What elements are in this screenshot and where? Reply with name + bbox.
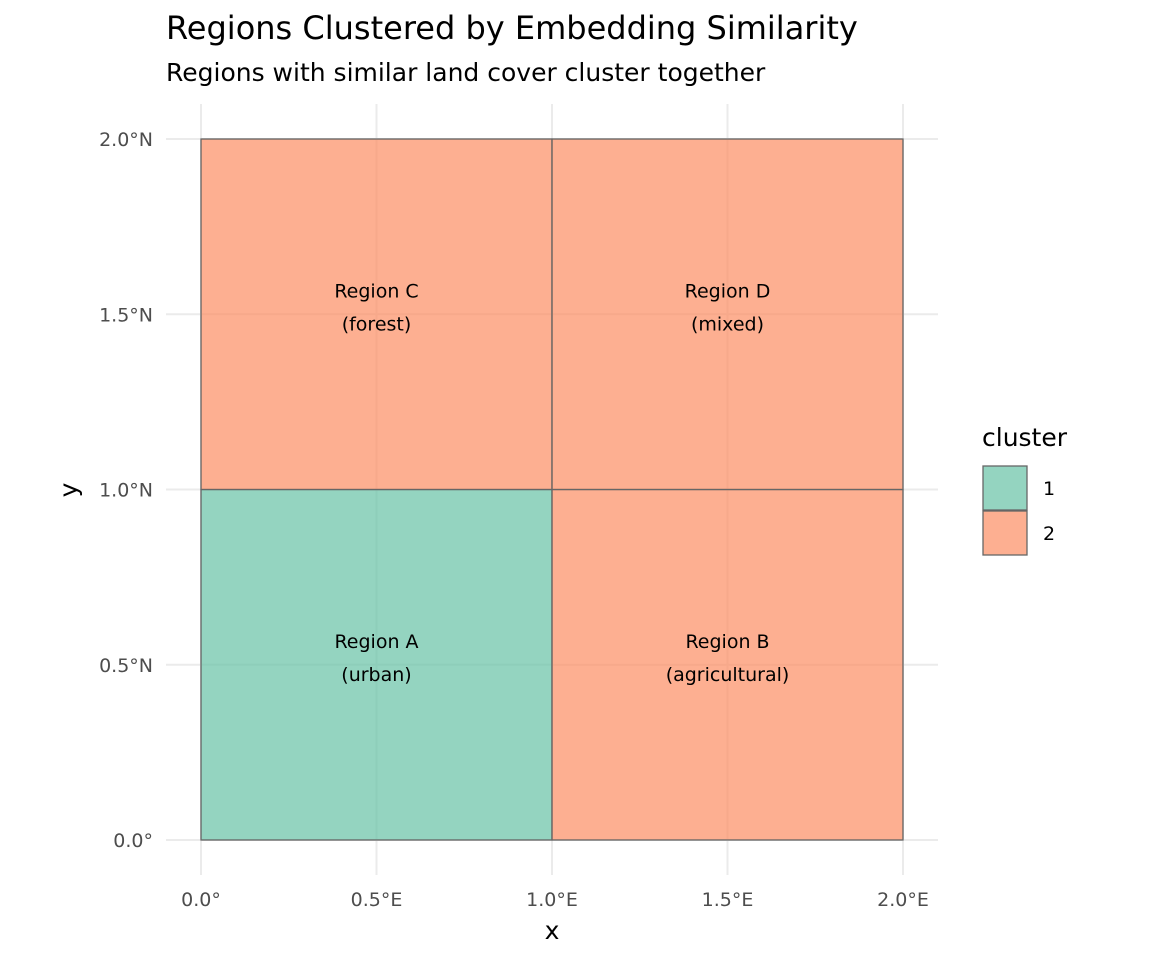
chart-title: Regions Clustered by Embedding Similarit… — [166, 9, 858, 47]
y-tick-label: 1.0°N — [99, 480, 153, 502]
region-b-label-name: Region B — [685, 631, 769, 653]
region-a-label-name: Region A — [334, 631, 418, 653]
x-tick-label: 2.0°E — [877, 889, 929, 911]
region-b-tile — [551, 488, 904, 841]
x-axis-ticks: 0.0° 0.5°E 1.0°E 1.5°E 2.0°E — [181, 889, 929, 911]
region-b-label-type: (agricultural) — [666, 664, 790, 686]
legend-title: cluster — [982, 423, 1068, 452]
y-tick-label: 0.5°N — [99, 655, 153, 677]
region-d-label-name: Region D — [685, 280, 771, 302]
x-tick-label: 1.0°E — [526, 889, 578, 911]
region-d-label-type: (mixed) — [691, 313, 764, 335]
x-tick-label: 0.5°E — [351, 889, 403, 911]
x-axis-title: x — [545, 916, 560, 945]
region-c-tile — [200, 138, 553, 491]
region-a-tile — [200, 488, 553, 841]
region-labels: Region A (urban) Region B (agricultural) Reg… — [334, 280, 789, 686]
legend-label-1: 1 — [1043, 478, 1055, 500]
region-d-tile — [551, 138, 904, 491]
legend-key-2 — [982, 510, 1028, 556]
y-tick-label: 1.5°N — [99, 304, 153, 326]
legend-key-1 — [982, 465, 1028, 511]
region-a-label-type: (urban) — [341, 664, 411, 686]
y-tick-label: 2.0°N — [99, 129, 153, 151]
chart-subtitle: Regions with similar land cover cluster … — [166, 58, 766, 87]
x-tick-label: 1.5°E — [702, 889, 754, 911]
region-c-label-name: Region C — [334, 280, 418, 302]
region-tiles — [200, 138, 904, 841]
y-tick-label: 0.0° — [113, 830, 153, 852]
x-tick-label: 0.0° — [181, 889, 221, 911]
region-c-label-type: (forest) — [342, 313, 412, 335]
legend-label-2: 2 — [1043, 523, 1055, 545]
legend: cluster 1 2 — [982, 423, 1068, 556]
y-axis-ticks: 0.0° 0.5°N 1.0°N 1.5°N 2.0°N — [99, 129, 153, 852]
y-axis-title: y — [54, 482, 83, 497]
